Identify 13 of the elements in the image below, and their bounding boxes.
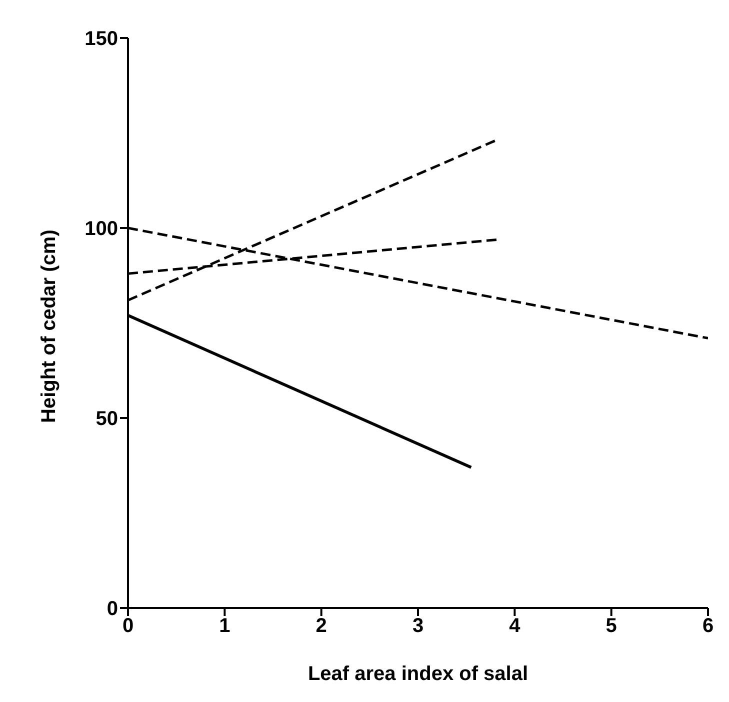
x-tick-label: 0 [122, 615, 134, 638]
x-tick-label: 6 [702, 615, 714, 638]
y-tick-label: 0 [106, 598, 118, 620]
y-tick-label: 50 [96, 408, 118, 430]
x-axis-title: Leaf area index of salal [308, 663, 528, 686]
x-tick-label: 1 [219, 615, 230, 638]
y-tick-label: 150 [84, 28, 118, 50]
x-tick-label: 4 [509, 615, 522, 638]
x-tick-label: 2 [316, 615, 327, 638]
x-tick-label: 3 [412, 615, 424, 638]
y-tick-label: 100 [84, 218, 118, 240]
x-tick-label: 5 [606, 615, 617, 638]
y-axis-title: Height of cedar (cm) [38, 230, 60, 423]
